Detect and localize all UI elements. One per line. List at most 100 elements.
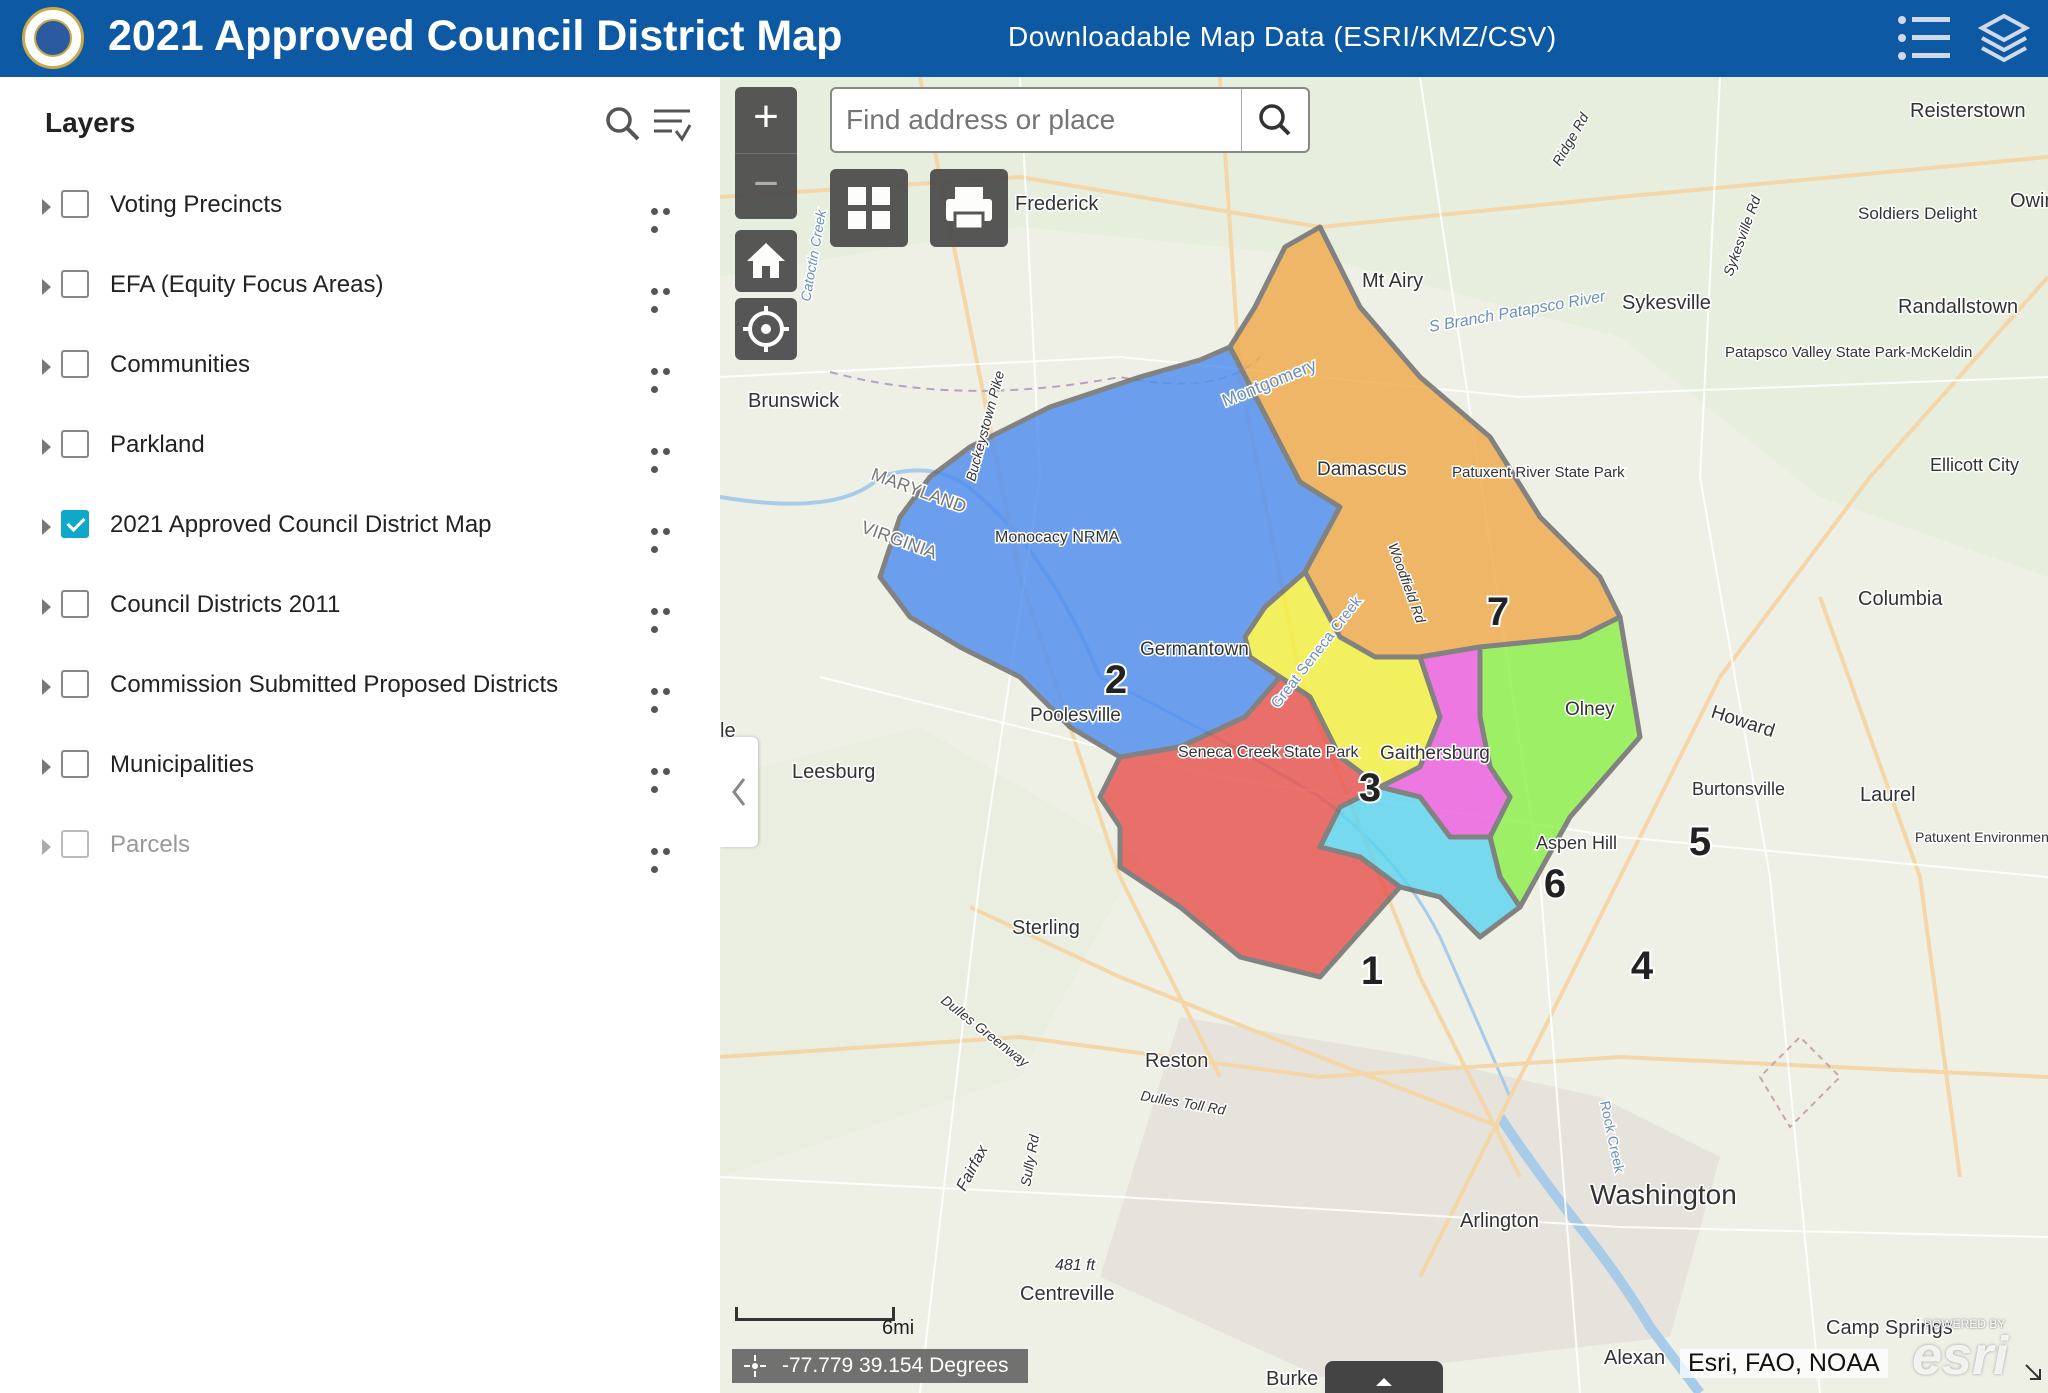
expand-arrow-icon[interactable] — [42, 359, 51, 375]
more-options-icon[interactable] — [651, 282, 685, 313]
filter-icon[interactable] — [652, 105, 692, 143]
more-options-icon[interactable] — [651, 442, 685, 473]
layer-checkbox[interactable] — [61, 830, 89, 858]
district-label: 1 — [1361, 949, 1383, 993]
expand-arrow-icon[interactable] — [42, 839, 51, 855]
place-label: Sykesville — [1622, 292, 1711, 314]
district-label: 3 — [1359, 766, 1381, 810]
layer-row-municipalities[interactable]: Municipalities — [0, 737, 720, 797]
zoom-out-button[interactable]: − — [735, 153, 797, 220]
expand-arrow-icon[interactable] — [42, 679, 51, 695]
place-label: Reisterstown — [1910, 100, 2026, 122]
layer-row-commission-proposed[interactable]: Commission Submitted Proposed Districts — [0, 657, 720, 717]
more-options-icon[interactable] — [651, 682, 685, 713]
coordinate-display[interactable]: -77.779 39.154 Degrees — [732, 1349, 1028, 1383]
expand-arrow-icon[interactable] — [42, 439, 51, 455]
layer-checkbox[interactable] — [61, 430, 89, 458]
app-title: 2021 Approved Council District Map — [108, 12, 843, 60]
layer-checkbox[interactable] — [61, 750, 89, 778]
place-label: Soldiers Delight — [1858, 204, 1977, 223]
address-search-input[interactable] — [846, 101, 1266, 139]
layer-row-parcels[interactable]: Parcels — [0, 817, 720, 877]
map-view[interactable]: 1 2 3 4 5 6 7 Frederick Mt Airy Sykesvil… — [720, 77, 2048, 1393]
place-label: Alexan — [1604, 1347, 1665, 1369]
layer-row-communities[interactable]: Communities — [0, 337, 720, 397]
printer-icon — [946, 187, 992, 231]
district-1-area — [1097, 674, 1403, 980]
layer-checkbox[interactable] — [61, 590, 89, 618]
district-label: 5 — [1689, 820, 1711, 864]
place-label: Gaithersburg — [1380, 743, 1490, 764]
place-label: Burtonsville — [1692, 779, 1785, 799]
download-map-data-link[interactable]: Downloadable Map Data (ESRI/KMZ/CSV) — [1008, 21, 1557, 52]
app-header: 2021 Approved Council District Map Downl… — [0, 0, 2048, 77]
crosshair-icon — [743, 306, 789, 352]
more-options-icon[interactable] — [651, 842, 685, 873]
place-label: Randallstown — [1898, 296, 2018, 318]
layer-row-efa[interactable]: EFA (Equity Focus Areas) — [0, 257, 720, 317]
district-label: 7 — [1487, 590, 1509, 634]
more-options-icon[interactable] — [651, 762, 685, 793]
zoom-control: + − — [735, 87, 797, 219]
more-options-icon[interactable] — [651, 602, 685, 633]
esri-logo[interactable]: esri — [1912, 1326, 2009, 1386]
layer-checkbox[interactable] — [61, 190, 89, 218]
layer-checkbox[interactable] — [61, 670, 89, 698]
layer-label: Parcels — [110, 831, 191, 858]
more-options-icon[interactable] — [651, 202, 685, 233]
place-label: Reston — [1145, 1050, 1208, 1072]
place-label: Aspen Hill — [1536, 833, 1617, 853]
place-label: Washington — [1590, 1179, 1737, 1210]
place-label: Columbia — [1858, 588, 1943, 610]
more-options-icon[interactable] — [651, 362, 685, 393]
collapse-panel-button[interactable] — [720, 737, 758, 847]
layer-label: Parkland — [110, 431, 205, 458]
expand-arrow-icon[interactable] — [42, 759, 51, 775]
basemap[interactable]: 1 2 3 4 5 6 7 Frederick Mt Airy Sykesvil… — [720, 77, 2048, 1393]
place-label: Germantown — [1140, 639, 1249, 660]
place-label: Leesburg — [792, 761, 875, 783]
attribute-table-toggle[interactable] — [1325, 1361, 1443, 1393]
expand-arrow-icon[interactable] — [42, 519, 51, 535]
search-icon — [1259, 104, 1291, 136]
district-label: 2 — [1105, 658, 1127, 702]
layers-panel: Layers Voting Precincts EFA (Equity Focu… — [0, 77, 721, 1393]
layer-row-council-districts-2011[interactable]: Council Districts 2011 — [0, 577, 720, 637]
address-search — [830, 87, 1310, 153]
resize-icon[interactable] — [2022, 1361, 2044, 1383]
layer-label: EFA (Equity Focus Areas) — [110, 271, 384, 298]
layer-label: 2021 Approved Council District Map — [110, 511, 492, 538]
locate-button[interactable] — [735, 298, 797, 360]
place-label: Patuxent Environmental Science Center — [1915, 829, 2048, 845]
layer-row-voting-precincts[interactable]: Voting Precincts — [0, 177, 720, 237]
layer-checkbox-checked[interactable] — [61, 510, 89, 538]
home-button[interactable] — [735, 230, 797, 292]
place-label: Brunswick — [748, 390, 840, 412]
expand-arrow-icon[interactable] — [42, 599, 51, 615]
powered-by-text: POWERED BY — [1924, 1317, 2006, 1331]
search-icon[interactable] — [604, 105, 642, 143]
layer-label: Municipalities — [110, 751, 255, 778]
search-submit-button[interactable] — [1241, 89, 1308, 151]
print-button[interactable] — [930, 169, 1008, 247]
place-label: Sterling — [1012, 917, 1080, 939]
expand-arrow-icon[interactable] — [42, 199, 51, 215]
basemap-gallery-button[interactable] — [830, 169, 908, 247]
layer-row-2021-council-districts[interactable]: 2021 Approved Council District Map — [0, 497, 720, 557]
layer-row-parkland[interactable]: Parkland — [0, 417, 720, 477]
place-label: Patapsco Valley State Park-McKeldin — [1725, 344, 1972, 361]
zoom-in-button[interactable]: + — [753, 92, 779, 141]
chevron-up-icon — [1376, 1378, 1392, 1386]
scale-label: 6mi — [882, 1317, 915, 1339]
place-label: Burke — [1266, 1368, 1318, 1390]
layers-icon[interactable] — [1978, 12, 2030, 64]
panel-title: Layers — [45, 107, 136, 138]
layer-checkbox[interactable] — [61, 350, 89, 378]
list-icon[interactable] — [1896, 14, 1952, 62]
place-label: Arlington — [1460, 1210, 1539, 1232]
expand-arrow-icon[interactable] — [42, 279, 51, 295]
scale-bar — [735, 1307, 895, 1321]
layer-checkbox[interactable] — [61, 270, 89, 298]
district-label: 6 — [1544, 862, 1566, 906]
more-options-icon[interactable] — [651, 522, 685, 553]
